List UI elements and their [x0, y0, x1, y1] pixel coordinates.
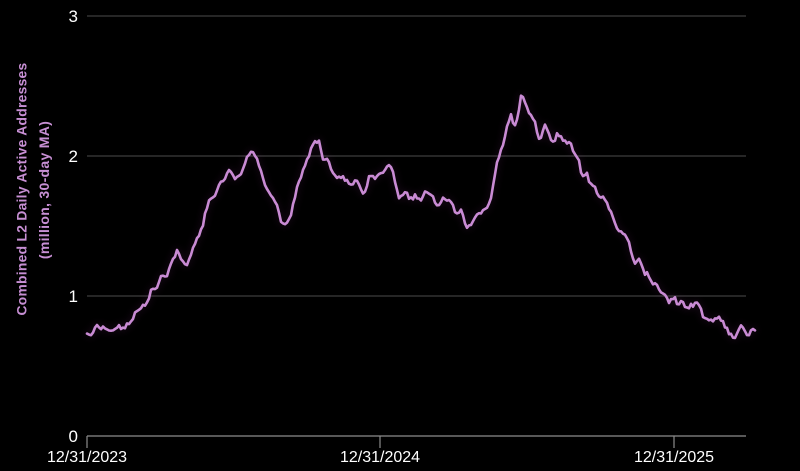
svg-text:12/31/2025: 12/31/2025: [634, 449, 714, 466]
svg-text:3: 3: [69, 7, 78, 26]
svg-text:2: 2: [69, 147, 78, 166]
svg-text:0: 0: [69, 427, 78, 446]
svg-text:1: 1: [69, 287, 78, 306]
svg-text:12/31/2023: 12/31/2023: [47, 449, 127, 466]
svg-text:12/31/2024: 12/31/2024: [340, 449, 420, 466]
